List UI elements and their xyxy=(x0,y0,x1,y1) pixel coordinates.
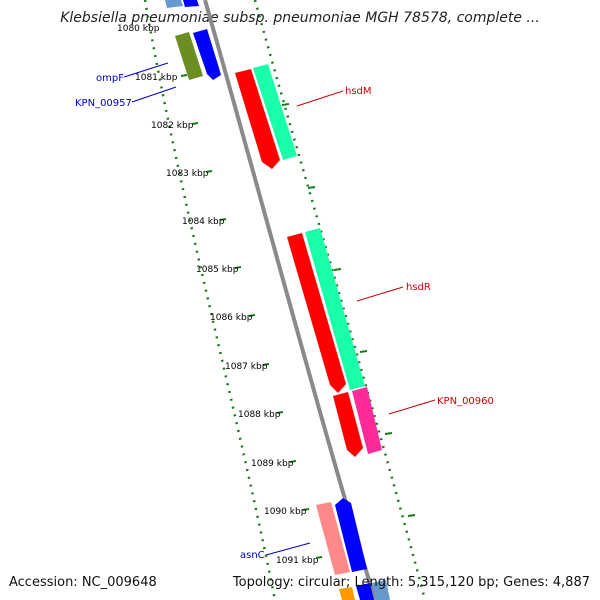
tick-mark xyxy=(191,122,199,125)
tick-label: 1081 kbp xyxy=(135,73,178,83)
gene-feature-hsdr-teal[interactable] xyxy=(305,228,365,390)
tick-mark xyxy=(289,460,297,463)
tick-label: 1090 kbp xyxy=(264,507,307,517)
gene-label-hsdm: hsdM xyxy=(345,86,372,97)
gene-feature-hsdr-red[interactable] xyxy=(287,233,346,393)
gene-feature-ompf[interactable] xyxy=(175,32,203,80)
tick-label: 1088 kbp xyxy=(238,410,281,420)
callout-line-kpn00957 xyxy=(131,86,177,103)
tick-mark xyxy=(333,268,342,271)
gene-feature-hsdm-red[interactable] xyxy=(235,69,280,169)
gene-label-kpn00960: KPN_00960 xyxy=(437,396,494,407)
tick-mark xyxy=(384,432,393,435)
inner-guide-ring xyxy=(143,0,277,600)
tick-mark xyxy=(180,74,188,77)
gene-feature-blue-top xyxy=(183,0,199,7)
tick-label: 1085 kbp xyxy=(196,265,239,275)
genome-summary: Topology: circular; Length: 5,315,120 bp… xyxy=(232,575,590,590)
tick-label: 1082 kbp xyxy=(151,121,194,131)
callout-line-hsdm xyxy=(296,90,344,107)
tick-label: 1083 kbp xyxy=(166,169,209,179)
gene-feature-asnc[interactable] xyxy=(335,498,367,572)
callout-line-ompf xyxy=(123,62,169,78)
tick-label: 1087 kbp xyxy=(225,362,268,372)
tick-mark xyxy=(315,556,323,559)
tick-label: 1091 kbp xyxy=(276,556,319,566)
gene-label-hsdr: hsdR xyxy=(406,282,431,293)
callout-line-kpn00960 xyxy=(388,399,436,415)
tick-mark xyxy=(205,170,213,173)
gene-feature-orange xyxy=(339,587,355,600)
map-title: Klebsiella pneumoniae subsp. pneumoniae … xyxy=(60,10,540,26)
gene-feature-light-red xyxy=(316,502,350,575)
gene-feature-kpn00960-pink[interactable] xyxy=(352,387,382,454)
tick-mark xyxy=(219,218,227,221)
gene-feature-light-blue-bottom xyxy=(372,580,390,600)
tick-label: 1086 kbp xyxy=(210,313,253,323)
ruler-ticks xyxy=(180,74,416,559)
gene-feature-hsdm-teal[interactable] xyxy=(253,64,297,160)
tick-mark xyxy=(407,514,416,517)
tick-mark xyxy=(307,186,316,189)
gene-label-ompf: ompF xyxy=(96,73,124,84)
gene-label-asnc: asnC xyxy=(240,550,265,561)
tick-label: 1084 kbp xyxy=(182,217,225,227)
accession-label: Accession: NC_009648 xyxy=(9,575,157,590)
tick-label: 1080 kbp xyxy=(117,24,160,34)
gene-feature-kpn00957[interactable] xyxy=(193,29,221,80)
tick-mark xyxy=(248,314,256,317)
gene-feature-blue-bottom xyxy=(356,583,374,600)
tick-mark xyxy=(262,363,270,366)
tick-mark xyxy=(359,350,368,353)
gene-label-kpn00957: KPN_00957 xyxy=(75,98,132,109)
gene-feature-light-blue xyxy=(165,0,183,8)
callout-line-asnc xyxy=(265,542,311,556)
tick-mark xyxy=(276,411,284,414)
tick-mark xyxy=(281,103,290,106)
callout-line-hsdr xyxy=(356,286,404,302)
tick-mark xyxy=(302,508,310,511)
tick-label: 1089 kbp xyxy=(251,459,294,469)
gene-feature-kpn00960-red[interactable] xyxy=(333,392,363,457)
tick-mark xyxy=(234,266,242,269)
